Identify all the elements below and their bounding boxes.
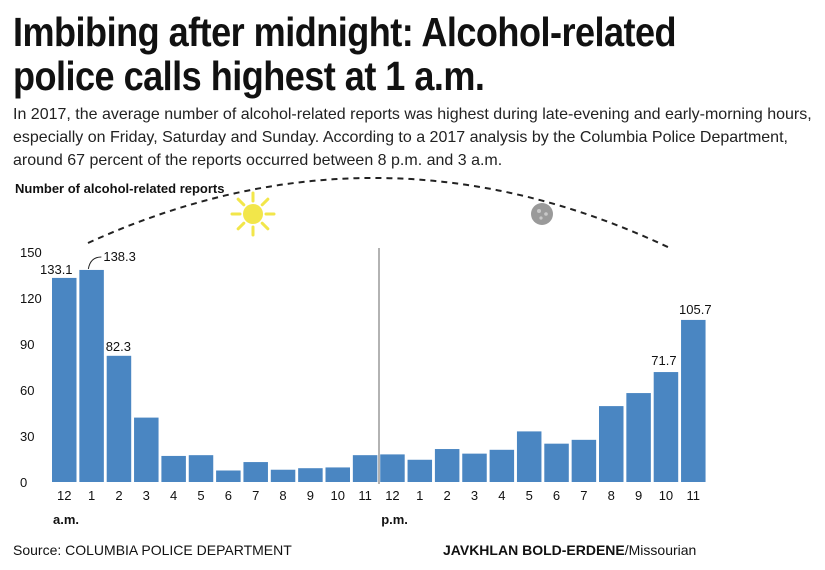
y-tick-label: 90 — [20, 337, 34, 352]
bar — [380, 454, 405, 482]
x-tick-label: 4 — [170, 488, 177, 503]
data-label: 133.1 — [40, 262, 73, 277]
sun-ray — [236, 197, 246, 207]
bar — [298, 468, 323, 482]
moon-icon — [531, 203, 553, 225]
x-tick-label: 10 — [659, 488, 673, 503]
byline: JAVKHLAN BOLD-ERDENE/Missourian — [443, 542, 696, 558]
data-label: 82.3 — [106, 339, 131, 354]
x-tick-label: 8 — [608, 488, 615, 503]
sun-icon — [230, 191, 276, 237]
chart-decor — [87, 176, 673, 484]
moon-disc — [531, 203, 553, 225]
sun-ray — [260, 221, 270, 231]
y-tick-label: 150 — [20, 245, 42, 260]
period-label: a.m. — [53, 512, 79, 527]
bar — [79, 269, 104, 482]
bar — [434, 449, 460, 482]
x-tick-label: 7 — [580, 488, 587, 503]
bar — [571, 439, 597, 482]
data-label-leader — [87, 256, 102, 270]
y-tick-label: 0 — [20, 475, 27, 490]
bar — [544, 443, 569, 482]
x-tick-label: 2 — [444, 488, 451, 503]
x-tick-label: 7 — [252, 488, 259, 503]
x-tick-label: 2 — [115, 488, 122, 503]
bar — [599, 406, 624, 482]
x-tick-label: 6 — [553, 488, 560, 503]
y-tick-label: 120 — [20, 291, 42, 306]
sun-core — [243, 204, 263, 224]
bar — [489, 449, 515, 482]
x-tick-label: 1 — [416, 488, 423, 503]
x-tick-label: 11 — [358, 488, 372, 503]
x-tick-label: 3 — [143, 488, 150, 503]
x-tick-label: 5 — [526, 488, 533, 503]
bar — [243, 462, 268, 482]
y-axis-title: Number of alcohol-related reports — [15, 181, 225, 196]
moon-crater — [537, 209, 541, 213]
day-night-arc — [87, 176, 673, 250]
y-tick-label: 30 — [20, 429, 34, 444]
x-tick-label: 12 — [385, 488, 399, 503]
page-title: Imbibing after midnight: Alcohol-related… — [13, 9, 677, 99]
x-tick-label: 10 — [331, 488, 345, 503]
data-label: 105.7 — [679, 302, 712, 317]
bar — [188, 455, 214, 482]
x-tick-label: 1 — [88, 488, 95, 503]
bars-group — [52, 269, 706, 482]
x-tick-label: 11 — [687, 488, 701, 503]
moon-crater — [539, 216, 543, 220]
bar — [681, 319, 706, 482]
moon-crater — [544, 212, 548, 216]
bar — [216, 470, 241, 482]
bar — [270, 469, 296, 482]
x-tick-label: 8 — [279, 488, 286, 503]
x-tick-label: 4 — [498, 488, 505, 503]
bar — [516, 431, 542, 482]
bar — [352, 455, 378, 482]
x-tick-label: 6 — [225, 488, 232, 503]
bar — [52, 277, 77, 482]
y-tick-label: 60 — [20, 383, 34, 398]
x-tick-label: 5 — [197, 488, 204, 503]
bar — [161, 455, 186, 482]
sun-ray — [260, 197, 270, 207]
bar — [106, 355, 132, 482]
byline-org: /Missourian — [624, 542, 697, 558]
bar — [462, 453, 487, 482]
x-tick-label: 9 — [635, 488, 642, 503]
data-label: 71.7 — [651, 353, 676, 368]
bar — [626, 393, 651, 482]
source-credit: Source: COLUMBIA POLICE DEPARTMENT — [13, 542, 292, 558]
period-label: p.m. — [381, 512, 408, 527]
byline-name: JAVKHLAN BOLD-ERDENE — [443, 542, 625, 558]
x-tick-label: 9 — [307, 488, 314, 503]
x-tick-label: 12 — [57, 488, 71, 503]
bar — [407, 459, 433, 482]
x-tick-label: 3 — [471, 488, 478, 503]
intro-text: In 2017, the average number of alcohol-r… — [13, 106, 812, 169]
bar — [653, 372, 679, 482]
bar — [134, 417, 159, 482]
data-label: 138.3 — [103, 249, 136, 264]
bar — [325, 467, 350, 482]
sun-ray — [236, 221, 246, 231]
